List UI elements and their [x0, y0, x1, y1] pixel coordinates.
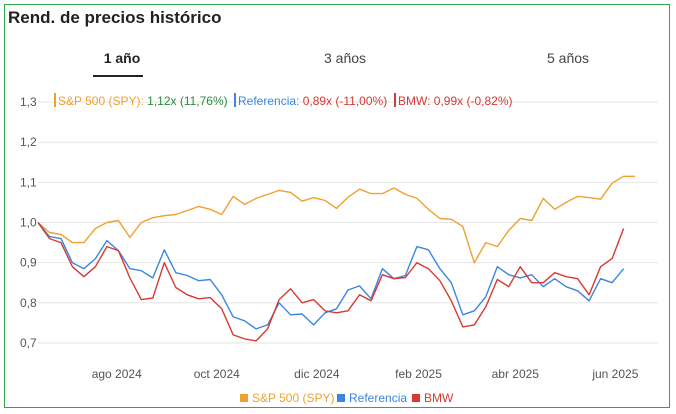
y-tick-label: 1,3: [20, 95, 37, 109]
y-tick-label: 1,2: [20, 135, 37, 149]
legend-swatch: [337, 394, 345, 402]
legend-label: S&P 500 (SPY): [252, 391, 335, 405]
page-title: Rend. de precios histórico: [8, 8, 222, 27]
series-line-1: [37, 222, 625, 330]
x-tick-label: abr 2025: [492, 367, 540, 381]
tab-1-year[interactable]: 1 año: [103, 50, 141, 66]
x-tick-label: oct 2024: [194, 367, 240, 381]
header-marker: [54, 93, 56, 107]
tab-5-years[interactable]: 5 años: [546, 50, 590, 66]
header-item-1: Referencia: 0,89x (-11,00%): [238, 94, 387, 108]
legend-label: Referencia: [349, 391, 407, 405]
series-line-2: [37, 222, 625, 342]
header-item-2: BMW: 0,99x (-0,82%): [398, 94, 512, 108]
y-tick-label: 0,8: [20, 296, 37, 310]
x-tick-label: dic 2024: [294, 367, 340, 381]
legend-swatch: [412, 394, 420, 402]
header-marker: [394, 93, 396, 107]
y-tick-label: 0,7: [20, 336, 37, 350]
legend-label: BMW: [424, 391, 454, 405]
header-marker: [234, 93, 236, 107]
x-tick-label: feb 2025: [395, 367, 442, 381]
header-item-0: S&P 500 (SPY): 1,12x (11,76%): [58, 94, 228, 108]
active-tab-indicator: [93, 75, 143, 77]
x-tick-label: ago 2024: [92, 367, 142, 381]
legend-swatch: [240, 394, 248, 402]
y-tick-label: 0,9: [20, 256, 37, 270]
series-line-0: [37, 175, 635, 264]
y-tick-label: 1,1: [20, 175, 37, 189]
tab-3-years[interactable]: 3 años: [323, 50, 367, 66]
y-tick-label: 1,0: [20, 216, 37, 230]
x-tick-label: jun 2025: [591, 367, 638, 381]
